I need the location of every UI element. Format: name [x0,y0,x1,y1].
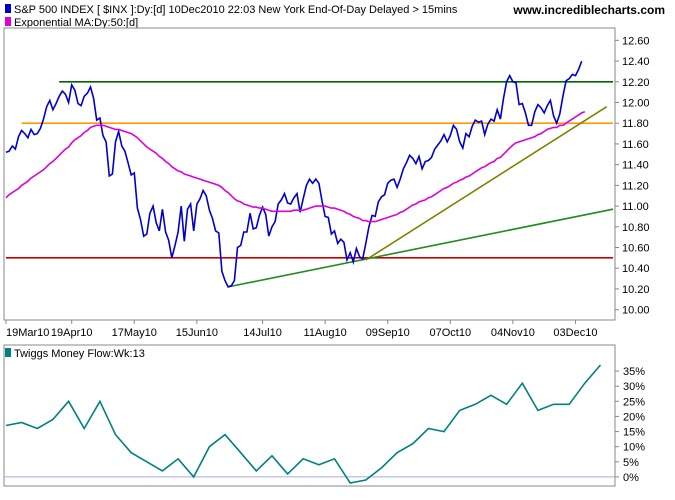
price-x-tick-label: 04Nov10 [491,327,535,339]
price-x-tick-label: 07Oct10 [430,327,472,339]
site-watermark: www.incrediblecharts.com [512,3,665,17]
money-flow-y-tick-label: 35% [623,366,645,378]
money-flow-y-tick-label: 20% [623,411,645,423]
price-y-tick-label: 11.40 [622,160,649,172]
money-flow-y-tick-label: 30% [623,381,645,393]
ema50-series-line [5,111,586,223]
money-flow-plot-area [4,364,615,484]
money-flow-panel-frame [3,344,616,487]
price-y-tick-label: 10.80 [622,222,650,234]
money-flow-y-tick-label: 25% [623,396,645,408]
price-y-tick-label: 10.60 [622,243,650,255]
price-y-tick-label: 11.20 [622,180,649,192]
trend-line-0 [227,208,614,288]
chart-title: S&P 500 INDEX [ $INX ]:Dy:[d] 10Dec2010 … [14,4,458,16]
money-flow-title: Twiggs Money Flow:Wk:13 [14,348,145,360]
ma-legend-swatch [5,17,11,26]
price-plot-area [5,60,614,288]
price-legend-swatch [5,4,11,13]
money-flow-y-tick-label: 10% [623,442,645,454]
price-x-tick-label: 14Jul10 [243,327,282,339]
trend-line-1 [365,105,608,261]
price-x-tick-label: 15Jun10 [176,327,218,339]
price-y-tick-label: 12.20 [622,77,650,89]
header: S&P 500 INDEX [ $INX ]:Dy:[d] 10Dec2010 … [5,3,665,29]
price-x-tick-label: 19Apr10 [51,327,93,339]
price-y-tick-label: 11.80 [622,118,649,130]
price-panel-frame [3,27,616,321]
ma-legend-label: Exponential MA:Dy:50:[d] [14,17,138,29]
price-y-tick-label: 12.40 [622,56,650,68]
price-x-axis: 19Mar10 19Apr10 17May10 15Jun10 14Jul10 11Aug… [5,320,597,339]
price-y-tick-label: 10.40 [622,263,650,275]
price-y-axis: 10.00 10.20 10.40 10.60 10.80 11.00 11.20 11.40… [615,35,650,317]
price-y-tick-label: 10.00 [622,305,650,317]
money-flow-y-tick-label: 15% [623,427,645,439]
price-y-tick-label: 10.20 [622,284,650,296]
price-x-tick-label: 11Aug10 [304,327,347,339]
money-flow-y-tick-label: 0% [623,472,639,484]
price-x-tick-label: 09Sep10 [366,327,410,339]
price-y-tick-label: 12.60 [622,35,650,47]
money-flow-legend-swatch [5,348,11,357]
price-series-line [5,60,583,288]
price-x-tick-label: 17May10 [112,327,157,339]
price-y-tick-label: 11.00 [622,201,649,213]
price-y-tick-label: 11.60 [622,139,649,151]
money-flow-y-tick-label: 5% [623,457,639,469]
price-x-tick-label: 19Mar10 [6,327,49,339]
money-flow-series-line [5,364,602,484]
price-x-tick-label: 03Dec10 [553,327,597,339]
money-flow-y-axis: 0% 5% 10% 15% 20% 25% 30% 35% [615,366,645,484]
price-y-tick-label: 12.00 [622,98,650,110]
